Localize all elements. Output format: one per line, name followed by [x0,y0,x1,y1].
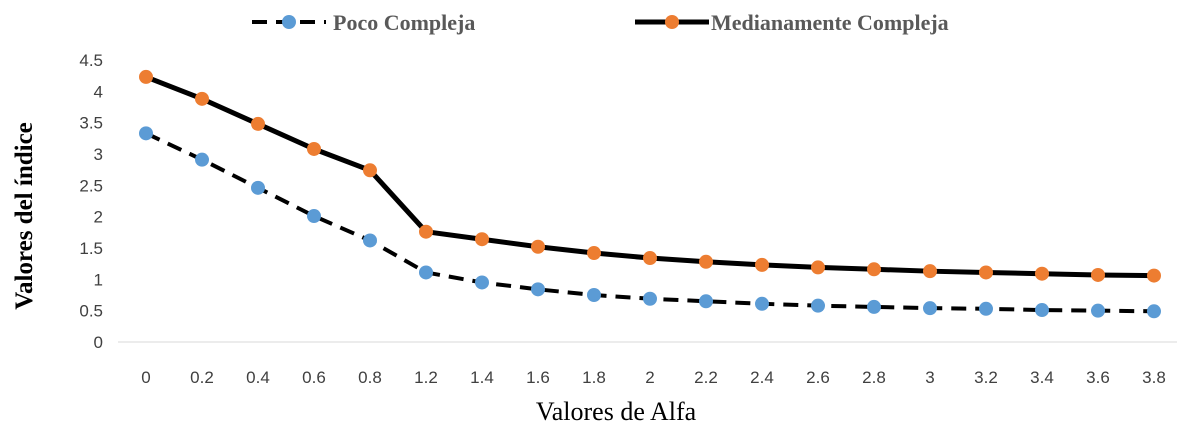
data-point-poco-compleja [1091,303,1105,318]
y-tick-label: 0.5 [79,302,103,321]
y-axis-label: Valores del índice [11,122,38,310]
data-point-poco-compleja [811,298,825,313]
data-point-poco-compleja [139,126,153,141]
data-point-poco-compleja [531,282,545,297]
x-tick-label: 2.6 [806,368,830,387]
legend-label-medianamente-compleja: Medianamente Compleja [711,10,949,35]
legend-label-poco-compleja: Poco Compleja [333,10,475,35]
x-tick-label: 3.8 [1142,368,1166,387]
x-axis-label: Valores de Alfa [536,397,697,426]
data-point-poco-compleja [251,180,265,195]
data-point-poco-compleja [755,296,769,311]
x-tick-label: 0.6 [302,368,326,387]
data-point-medianamente-compleja [755,257,769,272]
data-point-poco-compleja [979,301,993,316]
series-line-poco-compleja [145,131,1155,314]
series-line-medianamente-compleja [145,74,1155,279]
data-point-poco-compleja [699,294,713,309]
data-point-poco-compleja [867,299,881,314]
series-group [139,69,1161,319]
data-point-medianamente-compleja [979,265,993,280]
data-point-medianamente-compleja [363,163,377,178]
x-tick-label: 2 [645,368,654,387]
data-point-medianamente-compleja [307,141,321,156]
y-tick-label: 1 [94,270,103,289]
data-point-medianamente-compleja [811,260,825,275]
x-tick-label: 1.8 [582,368,606,387]
legend-marker-poco-compleja [282,15,296,29]
data-point-medianamente-compleja [643,251,657,266]
data-point-medianamente-compleja [139,69,153,84]
x-tick-label: 2.4 [750,368,774,387]
x-tick-label: 1.4 [470,368,494,387]
x-tick-label: 2.8 [862,368,886,387]
data-point-medianamente-compleja [1035,266,1049,281]
data-point-poco-compleja [475,275,489,290]
data-point-poco-compleja [1147,304,1161,319]
x-tick-label: 1.2 [414,368,438,387]
data-point-poco-compleja [923,301,937,316]
x-tick-label: 0 [141,368,150,387]
data-point-medianamente-compleja [1091,267,1105,282]
data-point-medianamente-compleja [923,264,937,279]
x-tick-label: 0.2 [190,368,214,387]
x-tick-label: 1.6 [526,368,550,387]
data-point-medianamente-compleja [531,239,545,254]
data-point-poco-compleja [307,209,321,224]
x-tick-label: 3.6 [1086,368,1110,387]
legend: Poco Compleja Medianamente Compleja [252,10,949,35]
data-point-medianamente-compleja [475,232,489,247]
y-tick-label: 4 [94,82,103,101]
x-tick-label: 3 [925,368,934,387]
x-tick-label: 0.8 [358,368,382,387]
data-point-poco-compleja [419,265,433,280]
x-tick-label: 3.2 [974,368,998,387]
data-point-medianamente-compleja [251,116,265,131]
data-point-medianamente-compleja [699,254,713,269]
data-point-medianamente-compleja [195,91,209,106]
data-point-poco-compleja [587,288,601,302]
x-tick-label: 0.4 [246,368,270,387]
data-point-medianamente-compleja [1147,268,1161,283]
data-point-medianamente-compleja [867,262,881,277]
legend-marker-medianamente-compleja [665,15,679,29]
data-point-medianamente-compleja [419,224,433,239]
data-point-poco-compleja [195,152,209,167]
y-tick-label: 3.5 [79,114,103,133]
x-axis-ticks: 0 0.2 0.4 0.6 0.8 1.2 1.4 1.6 1.8 2 2.2 2.4 2.6 2.8 3 3… [141,368,1166,387]
y-tick-label: 4.5 [79,51,103,70]
y-axis-ticks: 0 0.5 1 1.5 2 2.5 3 3.5 4 4.5 [79,51,103,352]
x-tick-label: 3.4 [1030,368,1054,387]
y-tick-label: 0 [94,333,103,352]
data-point-poco-compleja [643,291,657,306]
y-tick-label: 1.5 [79,239,103,258]
data-point-poco-compleja [1035,303,1049,318]
data-point-poco-compleja [363,233,377,248]
data-point-medianamente-compleja [587,246,601,261]
y-tick-label: 2.5 [79,176,103,195]
y-tick-label: 3 [94,145,103,164]
y-tick-label: 2 [94,208,103,227]
x-tick-label: 2.2 [694,368,718,387]
